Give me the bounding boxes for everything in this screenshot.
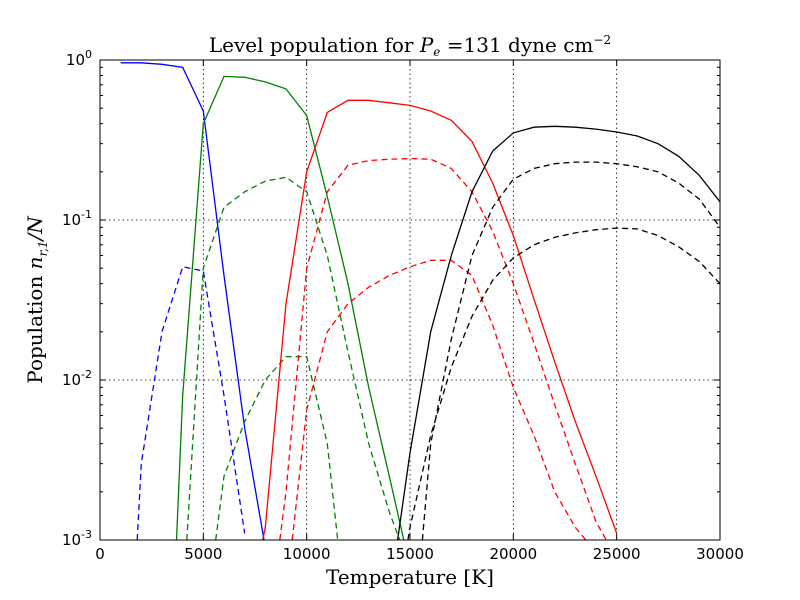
y-axis-label: Population nr,1/N bbox=[23, 215, 50, 384]
series-line-6 bbox=[262, 99, 618, 540]
chart-title: Level population for Pe =131 dyne cm−2 bbox=[209, 33, 611, 59]
series-line-11 bbox=[407, 227, 720, 540]
y-tick-label: 10-3 bbox=[62, 528, 92, 549]
x-tick-label: 25000 bbox=[593, 545, 641, 563]
x-axis-label: Temperature [K] bbox=[326, 565, 494, 589]
series-line-4 bbox=[186, 176, 401, 540]
title-value: =131 dyne cm bbox=[440, 33, 593, 57]
x-tick-label: 15000 bbox=[386, 545, 434, 563]
y-label-variable: n bbox=[23, 256, 47, 269]
y-tick-label: 100 bbox=[66, 48, 92, 69]
ticks: 0 5000 10000 15000 20000 25000 30000 10-3 10-2 10… bbox=[62, 48, 744, 563]
series-line-5 bbox=[215, 355, 339, 540]
series-line-9 bbox=[396, 125, 720, 540]
x-tick-label: 30000 bbox=[696, 545, 744, 563]
x-tick-label: 0 bbox=[95, 545, 105, 563]
series-line-10 bbox=[421, 161, 720, 540]
title-exponent: −2 bbox=[593, 33, 611, 47]
series-group bbox=[120, 62, 720, 540]
title-text: Level population for bbox=[209, 33, 420, 57]
series-line-8 bbox=[291, 259, 587, 540]
title-variable: P bbox=[419, 33, 434, 57]
series-line-7 bbox=[279, 157, 607, 540]
y-label-subscript: r,1 bbox=[36, 241, 50, 257]
y-tick-label: 10-1 bbox=[62, 208, 92, 229]
series-line-2 bbox=[136, 266, 246, 540]
x-tick-label: 5000 bbox=[184, 545, 222, 563]
series-line-3 bbox=[175, 75, 405, 540]
x-tick-label: 10000 bbox=[283, 545, 331, 563]
series-line-1 bbox=[120, 62, 265, 540]
y-label-text: Population bbox=[23, 269, 47, 383]
title-subscript: e bbox=[433, 45, 440, 59]
x-tick-label: 20000 bbox=[489, 545, 537, 563]
y-tick-label: 10-2 bbox=[62, 368, 92, 389]
y-label-tail: /N bbox=[23, 215, 47, 243]
grid bbox=[100, 60, 720, 540]
